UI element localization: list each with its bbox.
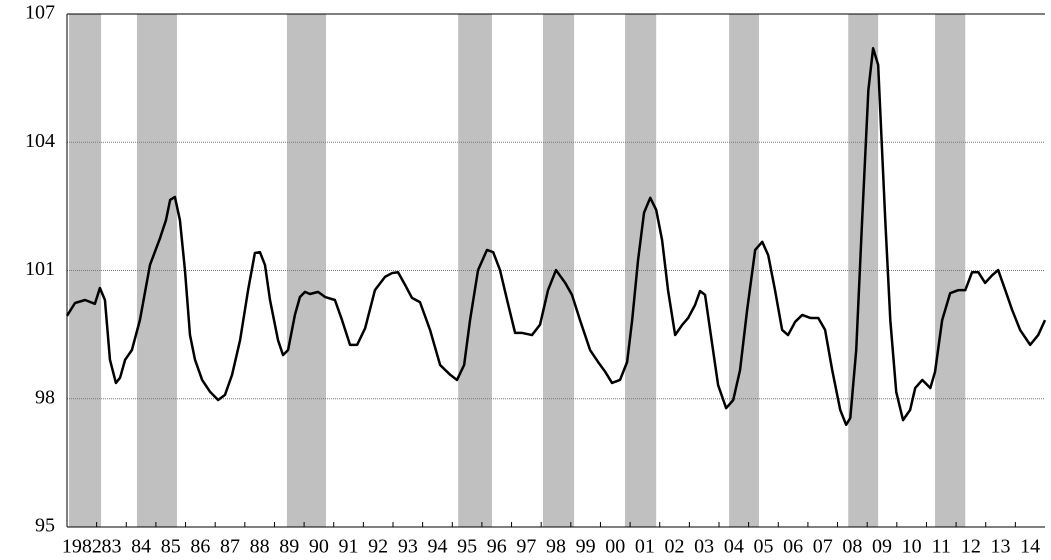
y-tick-label: 98 (35, 386, 55, 408)
x-tick-label: 92 (368, 536, 388, 558)
shaded-period (136, 14, 177, 527)
data-line (65, 46, 1047, 427)
x-tick-label: 01 (635, 536, 655, 558)
x-tick-label: 83 (101, 536, 121, 558)
x-tick-label: 10 (902, 536, 922, 558)
shaded-period (625, 14, 657, 527)
x-tick-label: 08 (842, 536, 862, 558)
x-tick-label: 03 (694, 536, 714, 558)
x-tick-label: 86 (190, 536, 210, 558)
x-tick-label: 00 (605, 536, 625, 558)
x-tick-label: 96 (487, 536, 507, 558)
x-tick-label: 90 (309, 536, 329, 558)
x-tick-label: 95 (457, 536, 477, 558)
x-tick-label: 14 (1020, 536, 1040, 558)
y-tick-label: 107 (25, 2, 55, 24)
x-tick-label: 09 (872, 536, 892, 558)
x-tick-label: 1982 (62, 536, 102, 558)
shaded-period (542, 14, 575, 527)
y-tick-label: 101 (25, 258, 55, 280)
x-tick-label: 12 (961, 536, 981, 558)
x-tick-label: 04 (724, 536, 744, 558)
x-tick-label: 06 (783, 536, 803, 558)
x-tick-label: 89 (279, 536, 299, 558)
x-tick-label: 02 (665, 536, 685, 558)
x-tick-label: 97 (516, 536, 536, 558)
x-tick-label: 11 (932, 536, 951, 558)
x-tick-label: 98 (546, 536, 566, 558)
x-tick-label: 87 (220, 536, 240, 558)
shaded-period (935, 14, 966, 527)
x-tick-label: 88 (250, 536, 270, 558)
shaded-period (729, 14, 760, 527)
x-tick-label: 85 (161, 536, 181, 558)
x-tick-label: 05 (753, 536, 773, 558)
x-tick-label: 99 (576, 536, 596, 558)
x-tick-label: 93 (398, 536, 418, 558)
x-tick-label: 84 (131, 536, 151, 558)
shaded-period (286, 14, 327, 527)
x-tick-label: 94 (427, 536, 447, 558)
x-tick-label: 07 (813, 536, 833, 558)
x-tick-label: 91 (339, 536, 359, 558)
y-tick-label: 95 (35, 515, 55, 537)
y-tick-label: 104 (25, 130, 55, 152)
x-tick-label: 13 (991, 536, 1011, 558)
